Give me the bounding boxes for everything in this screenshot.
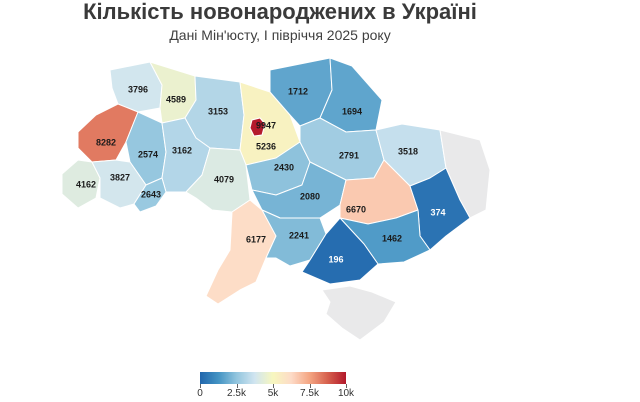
value-label-kharkiv: 3518 — [398, 146, 418, 156]
value-label-rivne: 4589 — [166, 94, 186, 104]
map-title: Кількість новонароджених в Україні — [83, 0, 477, 24]
region-crimea[interactable] — [321, 285, 397, 341]
value-label-dnipropetrovsk: 6670 — [346, 204, 366, 214]
value-label-kyiv-city: 9947 — [256, 120, 276, 130]
legend-tick-mark — [200, 384, 201, 388]
legend-gradient — [200, 372, 346, 384]
region-kherson[interactable] — [301, 217, 379, 285]
value-label-kherson: 196 — [328, 254, 343, 264]
value-label-zhytomyr: 3153 — [208, 106, 228, 116]
legend-tick-mark — [273, 384, 274, 388]
value-label-vinnytsia: 4079 — [214, 174, 234, 184]
value-label-zaporizhzhia: 1462 — [382, 233, 402, 243]
region-zakarpattia[interactable] — [61, 159, 101, 209]
map-subtitle: Дані Мін'юсту, I півріччя 2025 року — [169, 27, 391, 43]
value-label-sumy: 1694 — [342, 106, 362, 116]
value-label-volyn: 3796 — [128, 84, 148, 94]
legend-tick-label: 10k — [337, 388, 355, 399]
value-label-cherkasy: 2430 — [274, 162, 294, 172]
legend-tick-mark — [346, 384, 347, 388]
legend-tick-mark — [236, 384, 238, 388]
legend-tick-label: 7.5k — [300, 388, 319, 399]
legend-tick-label: 2.5k — [227, 388, 246, 399]
value-label-poltava: 2791 — [339, 150, 359, 160]
value-label-kyiv-oblast: 5236 — [256, 141, 276, 151]
value-label-kirovohrad: 2080 — [300, 191, 320, 201]
value-label-mykolaiv: 2241 — [289, 230, 309, 240]
value-label-ivano-frankivsk: 3827 — [110, 172, 130, 182]
value-label-odesa: 6177 — [246, 234, 266, 244]
value-label-lviv: 8282 — [96, 137, 116, 147]
value-label-chernihiv: 1712 — [288, 86, 308, 96]
legend-tick-label: 5k — [267, 388, 279, 399]
legend-tick-mark — [309, 384, 311, 388]
region-chernivtsi[interactable] — [133, 177, 167, 213]
region-kyiv-city[interactable] — [249, 117, 266, 137]
region-mykolaiv[interactable] — [261, 209, 327, 267]
value-label-khmelnytskyi: 3162 — [172, 145, 192, 155]
value-label-chernivtsi: 2643 — [141, 189, 161, 199]
region-vinnytsia[interactable] — [185, 147, 251, 213]
color-legend — [200, 372, 346, 384]
value-label-donetsk: 374 — [430, 207, 445, 217]
legend-tick-label: 0 — [197, 388, 203, 399]
value-label-ternopil: 2574 — [138, 149, 158, 159]
value-label-zakarpattia: 4162 — [76, 179, 96, 189]
